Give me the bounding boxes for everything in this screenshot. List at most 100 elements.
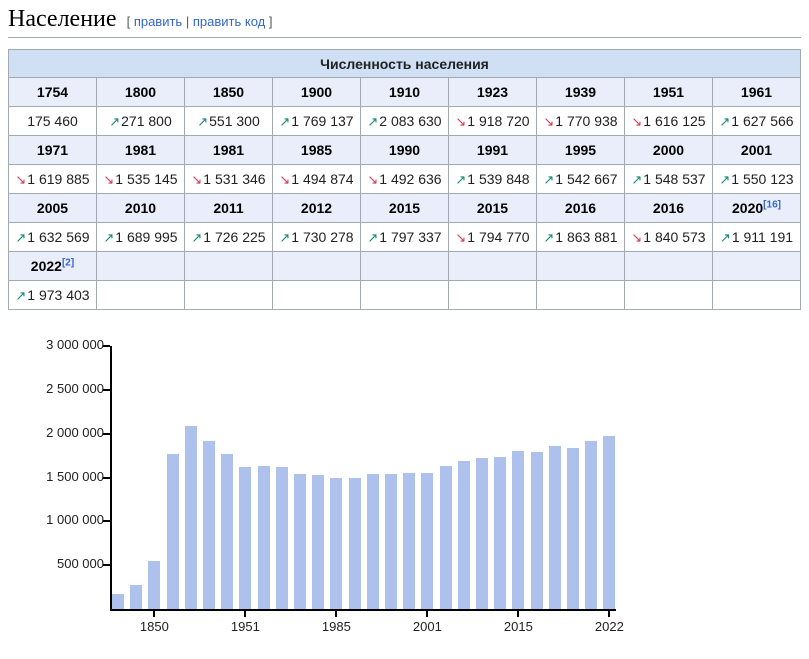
population-value-cell: ↘1 535 145 [96,164,185,194]
trend-down-icon: ↘ [543,113,555,129]
year-label: 1971 [36,142,69,158]
bar [312,475,324,609]
population-value: 1 627 566 [731,112,794,129]
population-value: 1 619 885 [27,170,90,187]
y-axis-line [110,346,112,609]
year-label: 1850 [212,84,245,100]
year-cell: 2022[2] [8,251,97,281]
empty-value-cell [448,280,537,310]
trend-down-icon: ↘ [455,113,467,129]
ref-link[interactable]: [2] [61,257,75,269]
population-value-cell: ↗551 300 [184,106,273,136]
population-value-cell: ↗1 797 337 [360,222,449,252]
empty-value-cell [536,280,625,310]
year-cell: 2016 [536,193,625,223]
year-cell: 1995 [536,135,625,165]
year-label: 2005 [36,200,69,216]
year-label: 1923 [476,84,509,100]
trend-up-icon: ↗ [543,171,555,187]
year-cell: 1971 [8,135,97,165]
year-label: 2015 [388,200,421,216]
year-label: 1910 [388,84,421,100]
edit-bracket-close: ] [268,14,273,29]
x-tick-label: 1850 [139,619,169,634]
population-chart: 500 000 1 000 000 1 500 000 2 000 000 2 500 … [8,337,801,642]
trend-down-icon: ↘ [279,171,291,187]
year-label: 2012 [300,200,333,216]
year-cell: 1850 [184,77,273,107]
bar [367,474,379,609]
bar [330,478,342,609]
empty-year-cell [360,251,449,281]
bar [185,426,197,609]
population-value-cell: ↗1 863 881 [536,222,625,252]
ref-link[interactable]: [16] [763,199,781,211]
trend-up-icon: ↗ [543,229,555,245]
population-value: 1 531 346 [203,170,266,187]
population-value: 1 548 537 [643,170,706,187]
x-tick-label: 2001 [412,619,442,634]
year-cell: 2012 [272,193,361,223]
year-cell: 1981 [184,135,273,165]
year-label: 1754 [36,84,69,100]
year-cell: 1923 [448,77,537,107]
y-tick-label: 3 000 000 [46,337,104,352]
year-label: 1990 [388,142,421,158]
table-caption-row: Численность населения [8,49,801,78]
bar [276,467,288,609]
population-value-cell: ↗1 730 278 [272,222,361,252]
year-label: 1951 [652,84,685,100]
year-label: 1985 [300,142,333,158]
edit-link[interactable]: править [133,14,183,29]
empty-value-cell [360,280,449,310]
trend-up-icon: ↗ [719,113,731,129]
y-tick-label: 1 000 000 [46,512,104,528]
bar [294,474,306,609]
y-tick-mark [103,345,110,347]
population-value: 1 770 938 [555,112,618,129]
empty-value-cell [184,280,273,310]
population-value-cell: ↗1 769 137 [272,106,361,136]
population-value: 1 689 995 [115,228,178,245]
year-row: 1971 1981 1981 1985 1990 1991 1995 2000 2001 [8,135,801,165]
population-value-cell: ↘1 918 720 [448,106,537,136]
empty-value-cell [624,280,713,310]
y-tick-label: 1 500 000 [46,468,104,484]
x-tick-label: 1985 [321,619,351,634]
bar [494,457,506,609]
population-value-cell: ↗1 627 566 [712,106,801,136]
trend-down-icon: ↘ [455,229,467,245]
population-value: 1 769 137 [291,112,354,129]
bar [549,446,561,609]
ref-sup: [16] [763,199,781,210]
year-row: 2005 2010 2011 2012 2015 2015 2016 2016 2020[16] [8,193,801,223]
population-value: 1 973 403 [27,286,90,303]
year-label: 1981 [212,142,245,158]
x-axis-line [110,609,616,611]
section-heading: Население [ править | править код ] [8,0,801,38]
population-value-cell: ↗1 542 667 [536,164,625,194]
population-value: 1 726 225 [203,228,266,245]
empty-year-cell [712,251,801,281]
bar [458,461,470,609]
y-tick-mark [103,432,110,435]
population-value-cell: ↗1 726 225 [184,222,273,252]
population-table-body: Численность населения 1754 1800 1850 1900 19… [8,49,801,310]
x-tick-mark [153,611,156,617]
bar [203,441,215,609]
page-title: Население [8,6,117,32]
trend-up-icon: ↗ [367,229,379,245]
trend-up-icon: ↗ [15,229,27,245]
population-value: 1 863 881 [555,228,618,245]
bar [148,561,160,609]
y-tick-label: 2 500 000 [46,380,104,396]
trend-up-icon: ↗ [103,229,115,245]
edit-code-link[interactable]: править код [192,14,266,29]
population-value-cell: ↗1 973 403 [8,280,97,310]
trend-down-icon: ↘ [631,113,643,129]
year-cell: 1939 [536,77,625,107]
year-label: 2001 [740,142,773,158]
bar [567,448,579,609]
year-label: 1961 [740,84,773,100]
empty-year-cell [448,251,537,281]
